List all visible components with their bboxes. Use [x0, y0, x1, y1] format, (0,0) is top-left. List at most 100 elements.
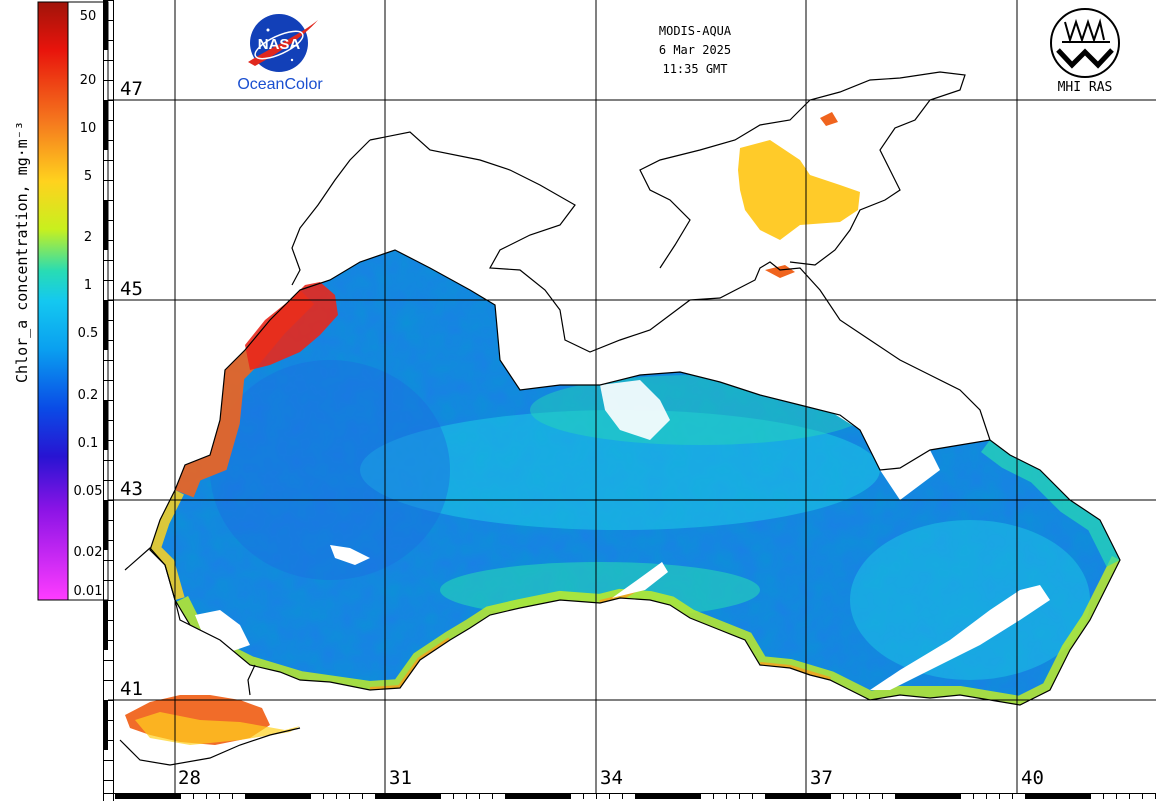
left-ruler-segment — [104, 500, 108, 550]
bottom-ruler-minor-tick — [375, 794, 376, 799]
left-ruler-edge — [113, 0, 114, 801]
bottom-ruler-minor-tick — [453, 794, 454, 799]
bottom-ruler-minor-tick — [232, 794, 233, 799]
bottom-ruler-minor-tick — [778, 794, 779, 799]
bottom-ruler-minor-tick — [1129, 794, 1130, 799]
bottom-ruler-minor-tick — [700, 794, 701, 799]
bottom-ruler-minor-tick — [609, 794, 610, 799]
left-ruler-minor-tick — [104, 320, 113, 321]
left-ruler-minor-tick — [104, 400, 113, 401]
colorbar-tick-label: 10 — [79, 121, 97, 136]
mhi-emblem-glyph — [1064, 18, 1105, 44]
sensor-label: MODIS-AQUA — [658, 24, 732, 38]
bottom-ruler-minor-tick — [258, 794, 259, 799]
bottom-ruler-minor-tick — [284, 794, 285, 799]
bottom-ruler-segment — [635, 794, 700, 799]
bottom-ruler-minor-tick — [1038, 794, 1039, 799]
latitude-label: 45 — [118, 278, 145, 300]
bottom-ruler-minor-tick — [973, 794, 974, 799]
nasa-star — [266, 28, 270, 32]
nasa-logo: NASA — [248, 14, 318, 72]
bottom-ruler-minor-tick — [570, 794, 571, 799]
bottom-ruler-minor-tick — [674, 794, 675, 799]
cloud-gap-east — [870, 585, 1050, 690]
bottom-ruler-minor-tick — [596, 794, 597, 799]
coastline-northwest — [291, 139, 371, 286]
bottom-ruler-minor-tick — [401, 794, 402, 799]
colorbar-tick-label: 50 — [79, 9, 97, 24]
bottom-ruler-minor-tick — [752, 794, 753, 799]
bottom-ruler-minor-tick — [583, 794, 584, 799]
left-ruler-minor-tick — [104, 160, 113, 161]
black-sea-chlorophyll-field — [125, 112, 1120, 745]
bottom-ruler-minor-tick — [1142, 794, 1143, 799]
bottom-ruler-minor-tick — [115, 794, 116, 799]
left-ruler-minor-tick — [104, 120, 113, 121]
bottom-ruler-minor-tick — [466, 794, 467, 799]
left-ruler-minor-tick — [104, 560, 113, 561]
bottom-ruler-minor-tick — [843, 794, 844, 799]
bottom-ruler-segment — [505, 794, 570, 799]
bottom-ruler-minor-tick — [167, 794, 168, 799]
bottom-ruler-segment — [245, 794, 310, 799]
bottom-ruler-minor-tick — [544, 794, 545, 799]
left-ruler-segment — [104, 300, 108, 350]
bottom-ruler-minor-tick — [557, 794, 558, 799]
left-ruler-minor-tick — [104, 0, 113, 1]
left-ruler-minor-tick — [104, 380, 113, 381]
bottom-ruler-segment — [765, 794, 830, 799]
longitude-label: 37 — [808, 767, 835, 789]
left-ruler-minor-tick — [104, 680, 113, 681]
bottom-ruler-minor-tick — [1103, 794, 1104, 799]
oceancolor-caption: OceanColor — [237, 76, 323, 93]
left-ruler-minor-tick — [104, 720, 113, 721]
bottom-ruler-segment — [375, 794, 440, 799]
bottom-ruler-minor-tick — [518, 794, 519, 799]
left-ruler-segment — [104, 400, 108, 450]
bottom-ruler-minor-tick — [635, 794, 636, 799]
left-ruler-minor-tick — [104, 40, 113, 41]
bottom-ruler-minor-tick — [362, 794, 363, 799]
longitude-label: 40 — [1019, 767, 1046, 789]
latitude-label: 47 — [118, 78, 145, 100]
bottom-ruler-minor-tick — [856, 794, 857, 799]
cloud-gap-northcenter — [600, 380, 670, 440]
left-ruler-minor-tick — [104, 200, 113, 201]
nasa-orbit — [254, 30, 304, 60]
left-ruler-minor-tick — [104, 420, 113, 421]
colorbar-tick-label: 0.2 — [77, 388, 99, 403]
bottom-ruler-minor-tick — [388, 794, 389, 799]
graticule — [108, 0, 1156, 793]
sea-band-west-center — [210, 360, 450, 580]
left-ruler-segment — [104, 100, 108, 150]
colorbar-tick-label: 2 — [83, 230, 93, 245]
bottom-ruler-minor-tick — [141, 794, 142, 799]
bottom-ruler-minor-tick — [895, 794, 896, 799]
coastline-azov — [639, 71, 966, 269]
cloud-gap-sw — [195, 610, 250, 652]
colorbar-tick-label: 1 — [83, 278, 93, 293]
bottom-ruler-minor-tick — [297, 794, 298, 799]
mhi-ras-caption: MHI RAS — [1057, 80, 1113, 95]
left-ruler-minor-tick — [104, 540, 113, 541]
left-ruler-minor-tick — [104, 280, 113, 281]
left-ruler-minor-tick — [104, 140, 113, 141]
left-ruler-minor-tick — [104, 760, 113, 761]
bottom-ruler-minor-tick — [531, 794, 532, 799]
colorbar-tick-label: 0.5 — [77, 326, 99, 341]
coastline-bosporus — [119, 547, 301, 766]
left-ruler-minor-tick — [104, 180, 113, 181]
bottom-ruler-minor-tick — [271, 794, 272, 799]
colorbar-title: Chlor_a concentration, mg·m⁻³ — [13, 121, 31, 383]
left-ruler-minor-tick — [104, 220, 113, 221]
azov-sea-bloom — [738, 140, 860, 240]
bottom-ruler-minor-tick — [739, 794, 740, 799]
left-ruler-minor-tick — [104, 260, 113, 261]
bottom-ruler-minor-tick — [128, 794, 129, 799]
longitude-label: 28 — [176, 767, 203, 789]
colorbar-tick-label: 0.01 — [73, 584, 103, 599]
time-label: 11:35 GMT — [662, 62, 728, 76]
date-label: 6 Mar 2025 — [658, 43, 732, 57]
left-ruler-minor-tick — [104, 340, 113, 341]
